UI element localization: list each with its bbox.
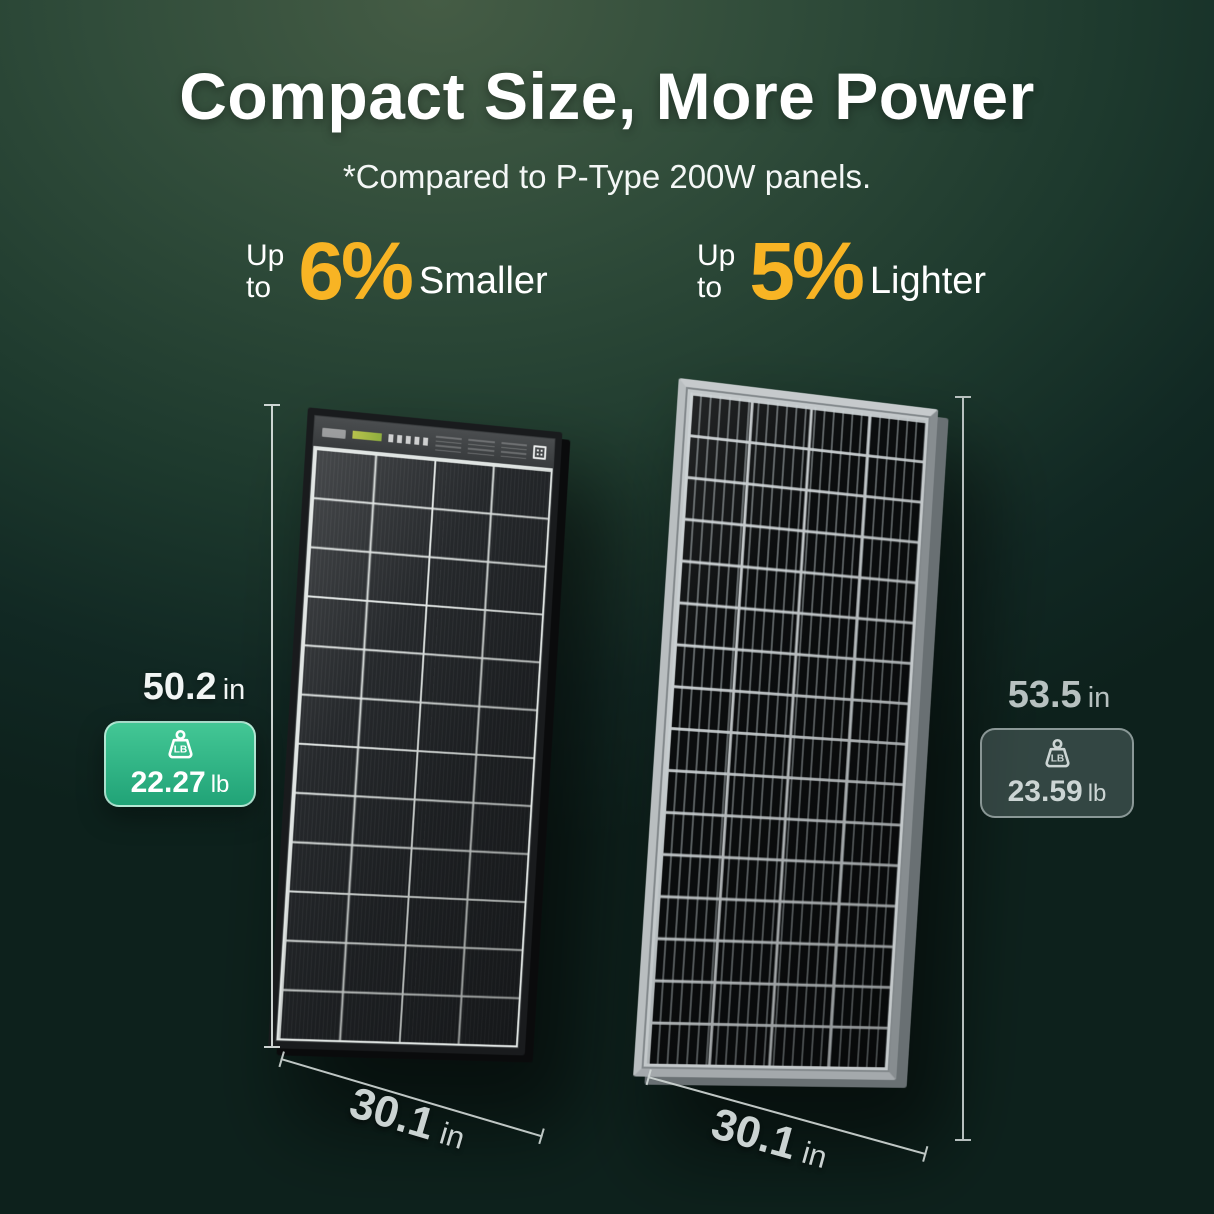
weight-lb-icon: LB (1044, 738, 1070, 768)
qr-code-icon (532, 445, 547, 460)
solar-panel-n-type (267, 407, 563, 1056)
weight-lb-icon: LB (167, 729, 193, 759)
certification-icons (388, 434, 430, 446)
lb-icon-label: LB (1050, 754, 1064, 765)
percent-lighter: 5% (749, 226, 865, 317)
spec-text-block (467, 438, 495, 456)
spec-text-block (435, 435, 463, 453)
height-value: 50.2 (142, 666, 217, 708)
height-unit: in (222, 674, 246, 706)
width-unit: in (798, 1134, 831, 1176)
width-value: 30.1 (344, 1078, 441, 1150)
height-dimension-line-left (264, 404, 280, 1048)
left-panel-width-label: 30.1in (299, 1065, 516, 1173)
to-word: to (246, 271, 272, 304)
panel-surface (641, 386, 931, 1073)
weight-value: 23.59 (1007, 775, 1083, 808)
panel-frame (633, 377, 939, 1081)
weight-text: 22.27 lb (131, 766, 230, 800)
width-value: 30.1 (706, 1099, 802, 1170)
height-unit: in (1087, 682, 1111, 714)
smaller-word: Smaller (418, 259, 548, 302)
percent-smaller: 6% (298, 226, 414, 317)
spec-text-block (500, 441, 527, 459)
to-word: to (697, 271, 723, 304)
brand-logo (321, 427, 346, 439)
up-word: Up (246, 238, 285, 272)
stat-lighter: Up to 5% Lighter (697, 231, 986, 313)
height-value: 53.5 (1007, 674, 1082, 716)
solar-cell-grid (276, 445, 553, 1048)
solar-panel-p-type (633, 377, 939, 1081)
up-to-label: Up to (697, 238, 736, 305)
solar-cell-grid (643, 389, 929, 1071)
right-panel-width-label: 30.1in (659, 1086, 881, 1192)
width-unit: in (435, 1115, 469, 1157)
label-accent-bar (352, 430, 382, 442)
weight-unit: lb (1087, 780, 1107, 807)
weight-text: 23.59 lb (1008, 775, 1107, 809)
lighter-word: Lighter (869, 259, 987, 302)
right-panel-height-label: 53.5 in (980, 674, 1138, 717)
panel-frame (267, 407, 563, 1056)
page-title: Compact Size, More Power (179, 59, 1035, 133)
height-dimension-line-right (955, 396, 971, 1141)
left-panel-height-label: 50.2 in (108, 666, 280, 709)
weight-unit: lb (210, 771, 230, 798)
lb-icon-label: LB (173, 745, 187, 756)
up-to-label: Up to (246, 238, 285, 305)
subtitle: *Compared to P-Type 200W panels. (342, 158, 872, 195)
weight-value: 22.27 (130, 766, 206, 799)
up-word: Up (697, 238, 736, 272)
stat-smaller: Up to 6% Smaller (246, 231, 548, 313)
right-panel-weight-badge: LB 23.59 lb (980, 728, 1134, 818)
left-panel-weight-badge: LB 22.27 lb (104, 721, 256, 807)
panel-surface (275, 414, 556, 1049)
